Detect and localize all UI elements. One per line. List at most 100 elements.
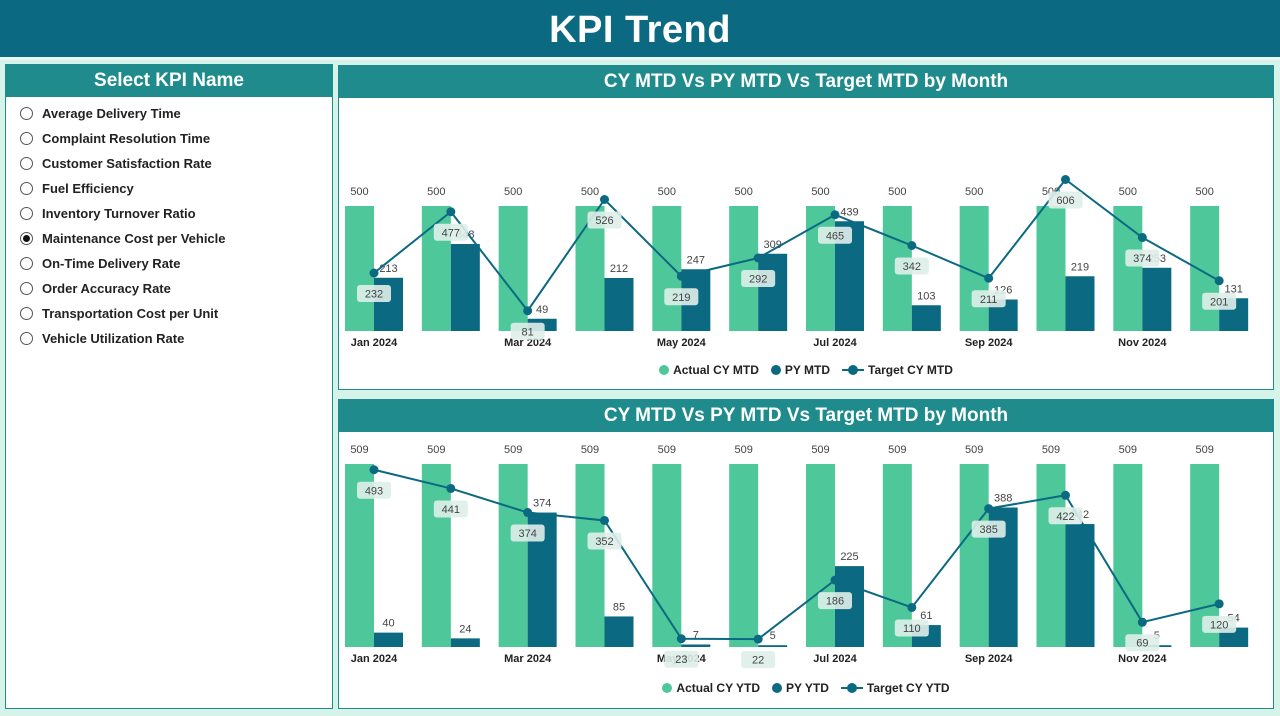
- slicer-item[interactable]: Transportation Cost per Unit: [6, 301, 332, 326]
- py-data-label: 24: [459, 623, 471, 635]
- legend-item-py[interactable]: PY MTD: [770, 363, 830, 377]
- target-label-box: [741, 651, 776, 669]
- py-data-label: 131: [1224, 283, 1242, 295]
- actual-swatch-icon: [662, 683, 673, 693]
- actual-swatch-icon: [659, 365, 670, 375]
- slicer-item-label: Customer Satisfaction Rate: [42, 156, 212, 171]
- legend-item-target[interactable]: Target CY YTD: [840, 681, 950, 695]
- radio-icon[interactable]: [20, 257, 33, 270]
- actual-bar: [1113, 464, 1143, 647]
- target-label-text: 526: [595, 215, 613, 227]
- target-label-box: [510, 322, 545, 340]
- x-tick-label: Sep 2024: [965, 337, 1014, 349]
- target-data-label: 374: [510, 524, 545, 542]
- legend-item-py[interactable]: PY YTD: [771, 681, 829, 695]
- target-label-box: [1125, 634, 1160, 652]
- actual-data-label: 500: [734, 186, 752, 198]
- actual-data-label: 509: [1042, 444, 1060, 456]
- radio-icon[interactable]: [20, 332, 33, 345]
- target-data-label: 186: [818, 592, 852, 610]
- target-point: [446, 207, 456, 217]
- actual-bar: [1036, 206, 1066, 331]
- actual-data-label: 500: [427, 186, 445, 198]
- actual-data-label: 500: [1195, 186, 1213, 198]
- py-swatch-icon: [770, 365, 781, 375]
- x-tick-label: Mar 2024: [504, 337, 552, 349]
- slicer-item[interactable]: Complaint Resolution Time: [6, 126, 332, 151]
- target-label-box: [664, 288, 699, 306]
- actual-data-label: 509: [658, 444, 676, 456]
- radio-icon[interactable]: [20, 207, 33, 220]
- py-data-label: 49: [536, 304, 548, 316]
- radio-icon[interactable]: [20, 282, 33, 295]
- radio-icon[interactable]: [20, 132, 33, 145]
- slicer-item[interactable]: Vehicle Utilization Rate: [6, 326, 332, 351]
- target-data-label: 23: [664, 650, 699, 668]
- actual-data-label: 500: [658, 186, 676, 198]
- radio-icon[interactable]: [20, 107, 33, 120]
- actual-bar: [652, 206, 682, 331]
- actual-data-label: 500: [811, 186, 829, 198]
- radio-icon[interactable]: [20, 157, 33, 170]
- actual-bar: [806, 464, 835, 647]
- actual-data-label: 509: [350, 444, 368, 456]
- radio-icon[interactable]: [20, 182, 33, 195]
- py-bar: [1065, 276, 1095, 331]
- target-point: [446, 483, 456, 493]
- target-label-box: [357, 285, 391, 302]
- target-label-box: [818, 592, 852, 610]
- target-data-label: 422: [1048, 507, 1083, 525]
- target-label-text: 120: [1210, 619, 1228, 631]
- py-bar: [604, 616, 634, 647]
- target-label-text: 493: [365, 485, 383, 497]
- target-point: [523, 306, 533, 316]
- target-data-label: 385: [971, 520, 1006, 538]
- legend-item-target[interactable]: Target CY MTD: [842, 363, 953, 377]
- slicer-item[interactable]: Customer Satisfaction Rate: [6, 151, 332, 176]
- py-swatch-icon: [771, 683, 782, 693]
- radio-checked-icon[interactable]: [20, 232, 33, 245]
- py-data-label: 5: [770, 630, 776, 642]
- target-point: [1061, 175, 1070, 184]
- slicer-item[interactable]: Inventory Turnover Ratio: [6, 201, 332, 226]
- actual-bar: [729, 206, 759, 331]
- actual-bar: [1190, 206, 1220, 331]
- target-point: [600, 195, 609, 204]
- target-label-text: 465: [826, 230, 844, 242]
- target-point: [1137, 617, 1147, 627]
- target-point: [907, 602, 917, 612]
- target-label-box: [971, 520, 1006, 538]
- target-data-label: 465: [818, 226, 852, 244]
- legend-label: PY MTD: [784, 363, 830, 377]
- ytd-chart-panel: CY MTD Vs PY MTD Vs Target MTD by Month …: [338, 399, 1274, 709]
- slicer-item-label: On-Time Delivery Rate: [42, 256, 181, 271]
- slicer-item[interactable]: Average Delivery Time: [6, 101, 332, 126]
- slicer-item-label: Complaint Resolution Time: [42, 131, 211, 146]
- target-label-text: 292: [749, 274, 767, 286]
- target-label-box: [664, 650, 699, 668]
- py-bar: [450, 244, 480, 331]
- legend-label: PY YTD: [785, 681, 829, 695]
- target-swatch-icon: [840, 683, 863, 693]
- legend-item-actual[interactable]: Actual CY YTD: [662, 681, 760, 695]
- slicer-item[interactable]: Fuel Efficiency: [6, 176, 332, 201]
- target-label-box: [894, 619, 929, 637]
- actual-data-label: 500: [1119, 186, 1137, 198]
- target-point: [600, 515, 609, 525]
- target-label-box: [1048, 191, 1083, 209]
- actual-bar: [1113, 206, 1143, 331]
- target-data-label: 120: [1202, 615, 1237, 633]
- slicer-item[interactable]: On-Time Delivery Rate: [6, 251, 332, 276]
- legend-label: Target CY YTD: [866, 681, 950, 695]
- radio-icon[interactable]: [20, 307, 33, 320]
- legend-item-actual[interactable]: Actual CY MTD: [659, 363, 759, 377]
- x-tick-label: Mar 2024: [504, 653, 552, 665]
- target-label-text: 422: [1056, 511, 1074, 523]
- target-data-label: 292: [741, 270, 776, 287]
- target-data-label: 201: [1202, 292, 1237, 310]
- target-label-text: 219: [672, 292, 690, 304]
- x-tick-label: Nov 2024: [1118, 337, 1167, 349]
- slicer-item[interactable]: Order Accuracy Rate: [6, 276, 332, 301]
- slicer-item[interactable]: Maintenance Cost per Vehicle: [6, 226, 332, 251]
- py-bar: [1142, 267, 1172, 331]
